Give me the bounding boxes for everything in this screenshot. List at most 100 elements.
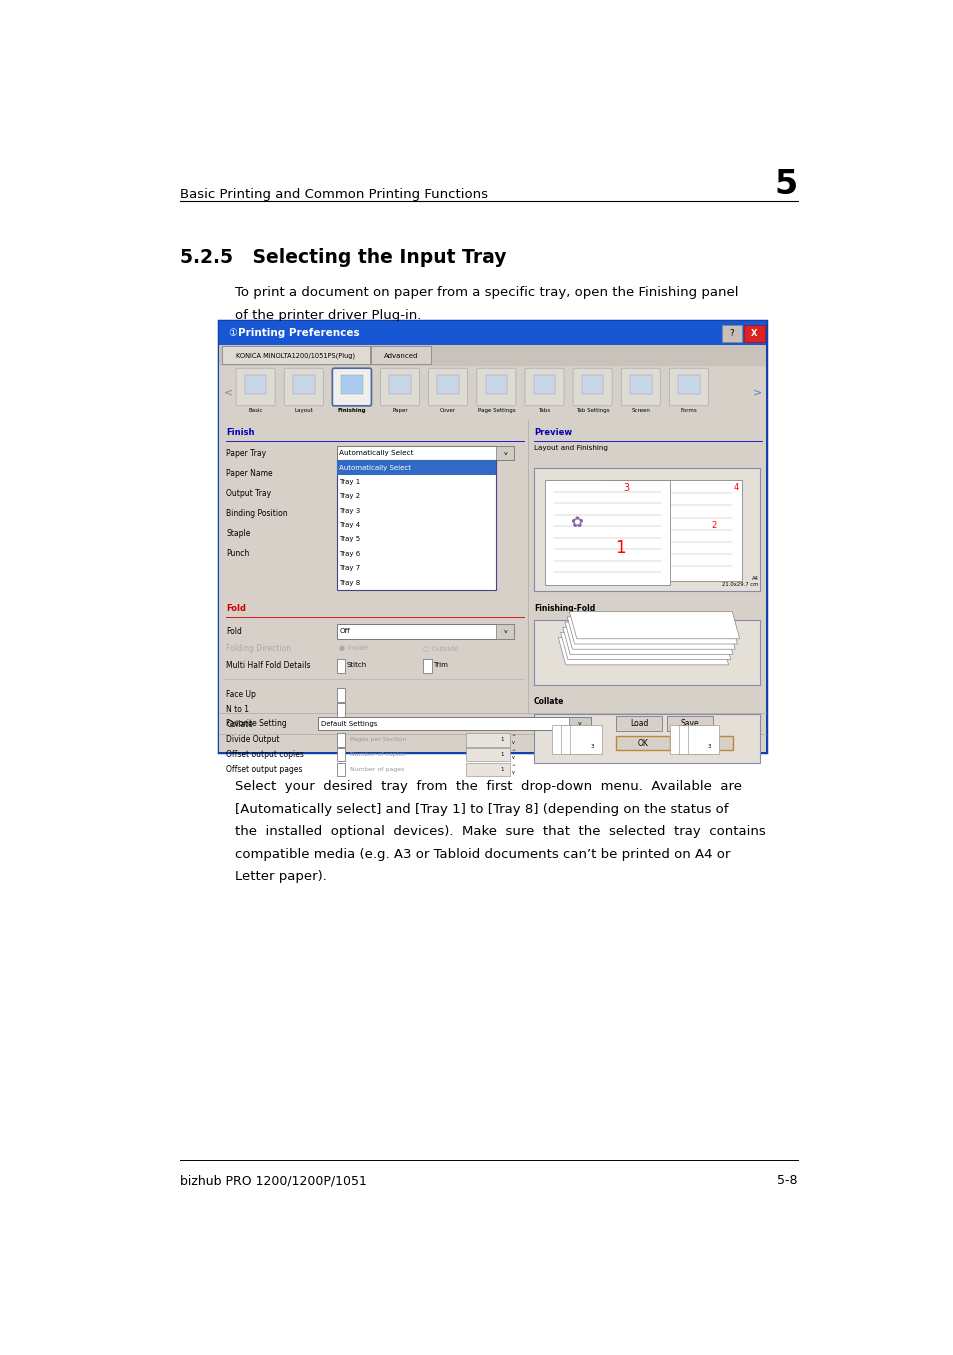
Bar bbox=[534, 621, 760, 684]
Polygon shape bbox=[560, 633, 730, 660]
Text: Collate: Collate bbox=[534, 698, 564, 706]
Text: Stitch: Stitch bbox=[347, 663, 367, 668]
Text: 1: 1 bbox=[499, 737, 503, 741]
Text: v: v bbox=[578, 721, 581, 726]
Bar bbox=[336, 461, 496, 589]
Bar bbox=[219, 366, 765, 420]
Text: Folding Direction: Folding Direction bbox=[226, 644, 292, 653]
Text: Tabs: Tabs bbox=[537, 408, 550, 413]
Text: KONICA MINOLTA1200/1051PS(Plug): KONICA MINOLTA1200/1051PS(Plug) bbox=[236, 352, 355, 359]
Bar bbox=[569, 717, 591, 730]
Text: Screen: Screen bbox=[631, 408, 650, 413]
Text: Tray 4: Tray 4 bbox=[339, 522, 360, 528]
Text: OK: OK bbox=[637, 738, 648, 748]
Text: v: v bbox=[503, 451, 507, 455]
Text: 5-8: 5-8 bbox=[777, 1175, 797, 1187]
Text: 2: 2 bbox=[581, 744, 584, 749]
Text: [Automatically select] and [Tray 1] to [Tray 8] (depending on the status of: [Automatically select] and [Tray 1] to [… bbox=[235, 802, 728, 816]
Bar bbox=[629, 375, 651, 394]
Text: ○ Group: ○ Group bbox=[422, 721, 453, 728]
FancyBboxPatch shape bbox=[573, 369, 612, 405]
Text: ^: ^ bbox=[512, 763, 516, 768]
FancyBboxPatch shape bbox=[332, 369, 371, 405]
Text: Save: Save bbox=[679, 720, 699, 728]
Text: Punch: Punch bbox=[226, 549, 250, 557]
Bar bbox=[336, 446, 514, 461]
Text: Load: Load bbox=[629, 720, 647, 728]
Text: 1: 1 bbox=[614, 539, 625, 557]
Text: Fold: Fold bbox=[226, 627, 242, 635]
Bar bbox=[219, 321, 765, 752]
Text: 4: 4 bbox=[733, 484, 739, 492]
Bar bbox=[336, 659, 345, 672]
Bar bbox=[219, 734, 765, 752]
Text: v: v bbox=[503, 629, 507, 634]
Text: Letter paper).: Letter paper). bbox=[235, 870, 327, 883]
Text: bizhub PRO 1200/1200P/1051: bizhub PRO 1200/1200P/1051 bbox=[180, 1175, 366, 1187]
Text: Tray 2: Tray 2 bbox=[339, 493, 360, 500]
Text: Finishing: Finishing bbox=[337, 408, 366, 413]
Text: ⊙ Sort: ⊙ Sort bbox=[339, 721, 361, 728]
Text: 1: 1 bbox=[499, 752, 503, 756]
FancyBboxPatch shape bbox=[476, 369, 516, 405]
Bar bbox=[336, 733, 345, 747]
Bar bbox=[219, 346, 765, 366]
Bar bbox=[743, 325, 764, 341]
FancyBboxPatch shape bbox=[428, 369, 467, 405]
Text: 1: 1 bbox=[499, 767, 503, 771]
Text: Offset output copies: Offset output copies bbox=[226, 749, 304, 759]
Bar bbox=[219, 321, 765, 346]
Text: v: v bbox=[512, 755, 515, 760]
Text: ✿: ✿ bbox=[570, 515, 582, 530]
Text: ①: ① bbox=[229, 328, 237, 339]
Text: X: X bbox=[750, 329, 757, 337]
Polygon shape bbox=[567, 617, 737, 644]
Bar bbox=[678, 375, 699, 394]
Bar bbox=[560, 725, 592, 753]
Text: Layout and Finishing: Layout and Finishing bbox=[534, 444, 607, 451]
Text: Layout: Layout bbox=[294, 408, 313, 413]
Bar bbox=[389, 375, 411, 394]
Text: Binding Position: Binding Position bbox=[226, 508, 288, 518]
Bar bbox=[615, 736, 670, 749]
Bar bbox=[496, 625, 514, 638]
Bar bbox=[336, 461, 496, 474]
Text: v: v bbox=[512, 770, 515, 775]
Bar bbox=[336, 748, 345, 762]
Text: 3: 3 bbox=[622, 484, 628, 493]
Text: >: > bbox=[752, 388, 760, 398]
Text: Output Tray: Output Tray bbox=[226, 489, 272, 497]
Text: Staple: Staple bbox=[226, 528, 251, 538]
Text: Paper Name: Paper Name bbox=[226, 469, 273, 478]
Bar bbox=[678, 725, 710, 753]
Bar bbox=[496, 446, 514, 461]
Bar bbox=[245, 375, 266, 394]
Text: 1: 1 bbox=[572, 744, 576, 749]
Bar bbox=[219, 713, 765, 734]
Bar bbox=[615, 717, 661, 730]
Bar bbox=[317, 717, 591, 730]
Text: Tray 5: Tray 5 bbox=[339, 537, 360, 542]
FancyBboxPatch shape bbox=[524, 369, 563, 405]
Text: Preview: Preview bbox=[534, 428, 572, 438]
Text: Finishing-Fold: Finishing-Fold bbox=[534, 603, 595, 612]
Text: Printing Preferences: Printing Preferences bbox=[237, 328, 358, 339]
Text: Cover: Cover bbox=[439, 408, 456, 413]
Text: Paper Tray: Paper Tray bbox=[226, 449, 266, 458]
Text: Tray 7: Tray 7 bbox=[339, 565, 360, 572]
Bar bbox=[687, 725, 719, 753]
Bar bbox=[466, 763, 509, 776]
Bar bbox=[581, 375, 603, 394]
Bar bbox=[601, 480, 741, 581]
Text: the  installed  optional  devices).  Make  sure  that  the  selected  tray  cont: the installed optional devices). Make su… bbox=[235, 825, 765, 839]
Text: Offset output pages: Offset output pages bbox=[226, 764, 303, 774]
Text: Cancel: Cancel bbox=[692, 738, 719, 748]
Text: 3: 3 bbox=[590, 744, 593, 749]
Bar bbox=[669, 725, 700, 753]
FancyBboxPatch shape bbox=[235, 369, 274, 405]
Text: N to 1: N to 1 bbox=[226, 705, 249, 714]
Text: Tray 6: Tray 6 bbox=[339, 551, 360, 557]
Bar bbox=[678, 736, 733, 749]
Text: 2: 2 bbox=[699, 744, 701, 749]
Polygon shape bbox=[564, 622, 735, 649]
